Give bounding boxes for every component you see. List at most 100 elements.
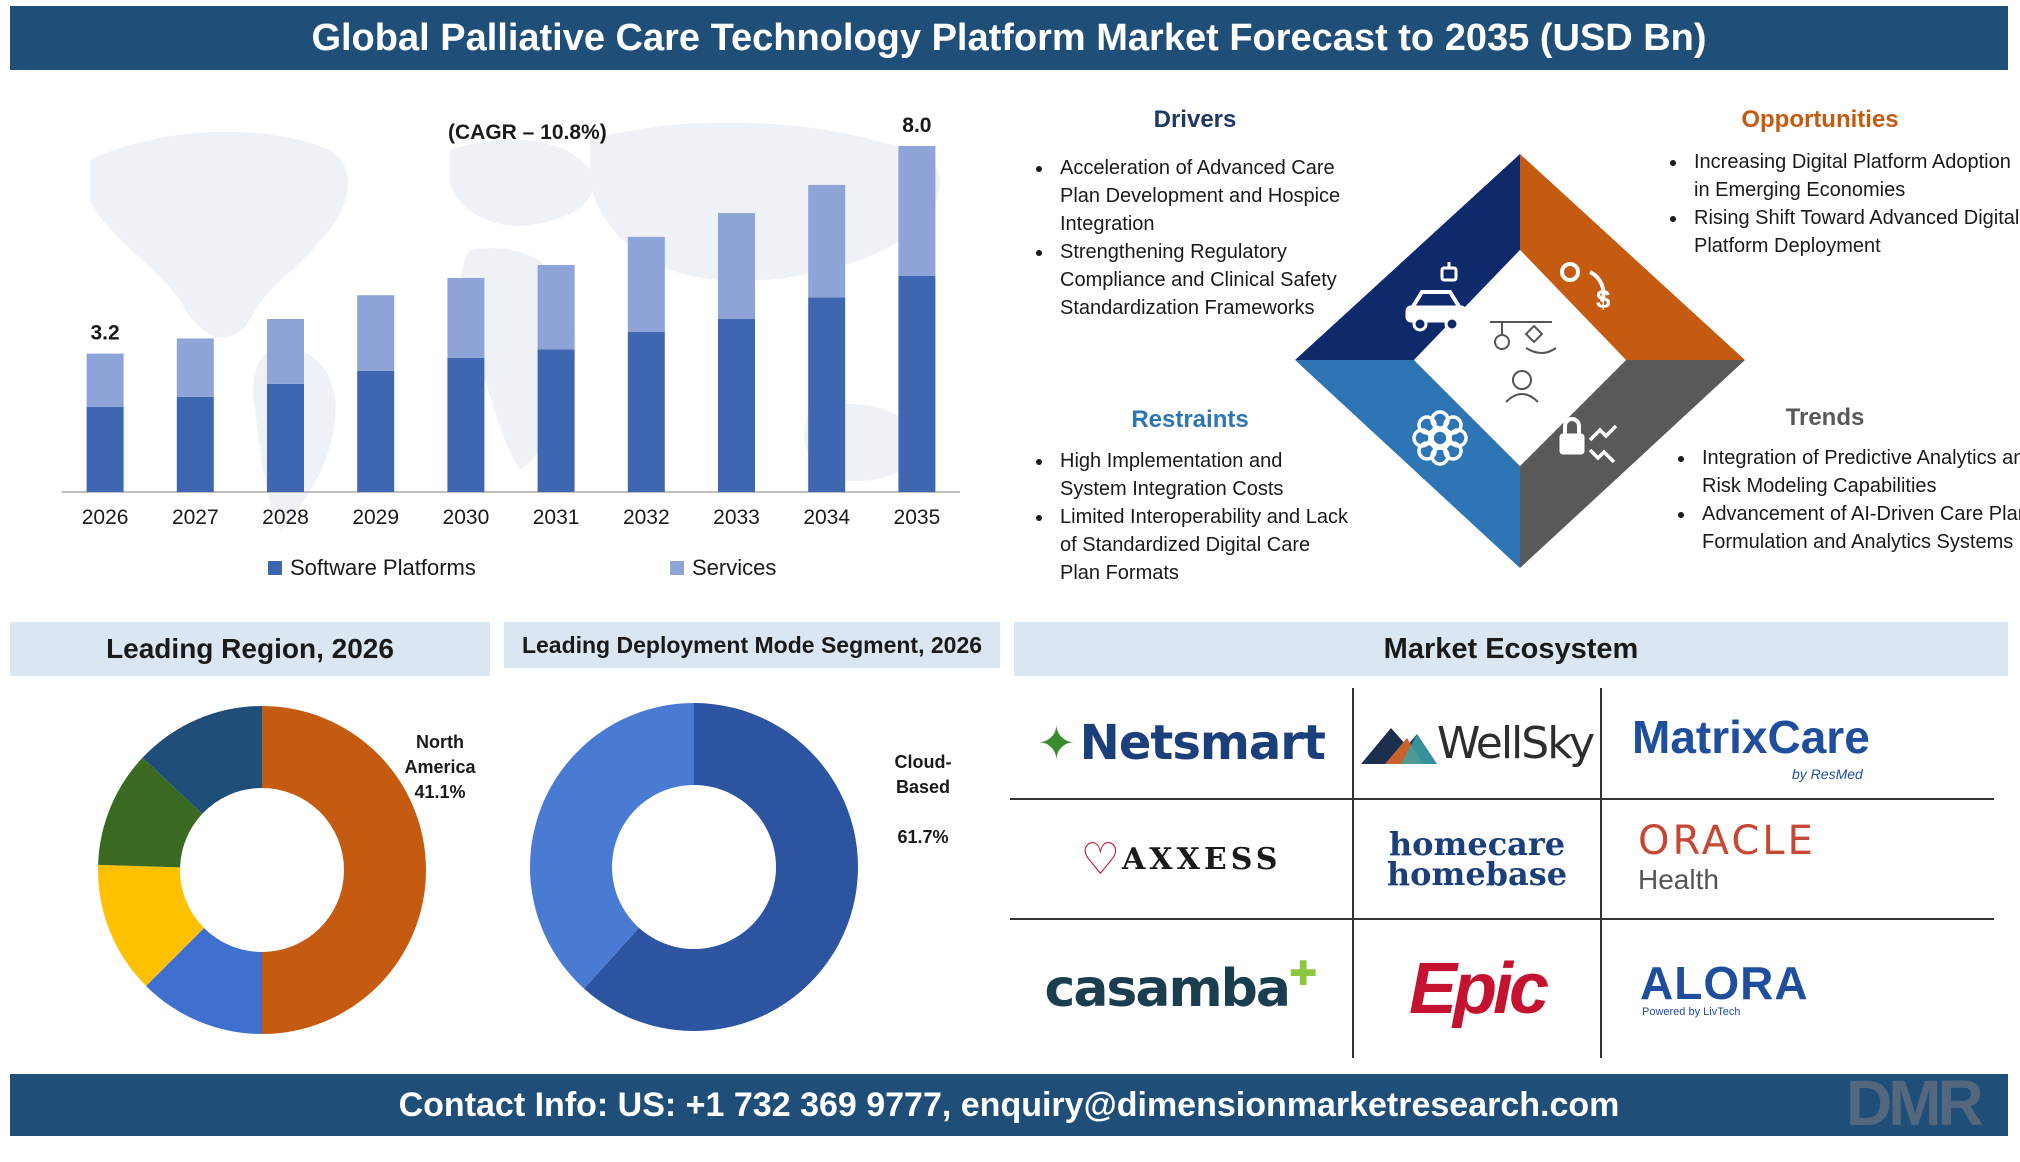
logo-netsmart-text: Netsmart [1079, 715, 1326, 771]
bar-chart-area: 2026 3.2 2027 2028 2029 2030 2031 2032 2033 2034 2… [30, 90, 990, 600]
logo-matrixcare: MatrixCare by ResMed [1602, 702, 1994, 798]
bar-software-platforms-2032 [627, 331, 665, 492]
logo-alora: ALORA Powered by LivTech [1602, 920, 1994, 1058]
region-callout: North America 41.1% [398, 730, 482, 805]
opportunities-list: Increasing Digital Platform Adoption in … [1660, 148, 2020, 260]
bar-software-platforms-2027 [176, 396, 214, 492]
svg-text:$: $ [1596, 284, 1611, 314]
trends-title: Trends [1785, 404, 1865, 431]
x-tick-label: 2032 [623, 506, 670, 529]
logo-axxess-text: AXXESS [1122, 841, 1282, 877]
drivers-list: Acceleration of Advanced Care Plan Devel… [1026, 154, 1354, 322]
logo-wellsky-text: WellSky [1436, 717, 1595, 769]
bar-software-platforms-2034 [808, 297, 846, 492]
bar-software-platforms-2026 [86, 406, 124, 492]
money-exchange-icon: $ [1554, 262, 1611, 324]
casamba-plus-icon: ✚ [1288, 955, 1318, 993]
donut-slice-2 [98, 864, 205, 986]
grid-line-h1 [1010, 798, 1994, 800]
title-text: Global Palliative Care Technology Platfo… [311, 16, 1707, 59]
donut-slice-1 [146, 927, 262, 1034]
leading-deployment-header: Leading Deployment Mode Segment, 2026 [504, 622, 1000, 668]
ecosystem-grid: ✦ Netsmart WellSky MatrixCare by ResMed … [1010, 688, 1994, 1058]
x-tick-label: 2031 [533, 506, 580, 529]
region-callout-name: North America [404, 732, 476, 777]
legend-swatch-services [670, 561, 684, 575]
donut-slice-cloud-based [584, 703, 858, 1031]
netsmart-icon: ✦ [1037, 717, 1076, 769]
logo-matrixcare-sub: by ResMed [1792, 766, 1863, 782]
opportunities-item: Rising Shift Toward Advanced Digital Pla… [1688, 204, 2020, 260]
gear-flower-icon [1412, 410, 1468, 466]
logo-casamba: casamba ✚ [1010, 920, 1352, 1058]
bar-services-2029 [357, 295, 395, 371]
bar-software-platforms-2035 [898, 275, 936, 492]
x-tick-label: 2026 [82, 506, 129, 529]
diamond-drivers-quadrant [1295, 154, 1520, 360]
bar-software-platforms-2033 [718, 319, 755, 492]
deployment-callout-name: Cloud- Based [894, 752, 952, 797]
opportunities-title: Opportunities [1741, 106, 1899, 133]
legend-label-services: Services [692, 555, 777, 580]
logo-oracle: ORACLE Health [1602, 800, 1994, 918]
ecosystem-title: Market Ecosystem [1383, 632, 1639, 665]
x-tick-label: 2034 [803, 506, 850, 529]
leading-region-title: Leading Region, 2026 [106, 633, 394, 664]
bar-software-platforms-2028 [267, 383, 304, 492]
trends-item: Integration of Predictive Analytics and … [1696, 444, 2020, 500]
restraints-item: Limited Interoperability and Lack of Sta… [1054, 503, 1354, 587]
opportunities-item: Increasing Digital Platform Adoption in … [1688, 148, 2020, 204]
x-tick-label: 2028 [262, 506, 309, 529]
logo-homecare-text: homecare homebase [1386, 825, 1568, 893]
leading-deployment-title: Leading Deployment Mode Segment, 2026 [521, 631, 983, 658]
logo-matrixcare-text: MatrixCare [1632, 711, 1870, 763]
logo-epic-text: Epic [1408, 949, 1549, 1029]
dmr-watermark-logo: DMR [1846, 1067, 1984, 1139]
data-label: 3.2 [90, 322, 119, 345]
contact-bar: Contact Info: US: +1 732 369 9777, enqui… [10, 1074, 2008, 1136]
bar-services-2035 [898, 146, 936, 276]
x-tick-label: 2029 [352, 506, 399, 529]
bar-services-2033 [718, 213, 755, 319]
legend-software: Software Platforms [268, 555, 476, 581]
donut-slice-3 [98, 757, 203, 868]
restraints-title: Restraints [1131, 406, 1249, 433]
diamond-opportunities-quadrant [1520, 154, 1745, 360]
ecosystem-header: Market Ecosystem [1014, 622, 2008, 676]
bar-services-2027 [176, 338, 214, 397]
logo-homecare: homecare homebase [1354, 800, 1600, 918]
donut-slice-1 [530, 703, 694, 989]
lab-person-icon [1490, 321, 1557, 403]
bar-services-2032 [627, 236, 665, 332]
bar-services-2028 [267, 319, 304, 384]
bar-software-platforms-2029 [357, 370, 395, 492]
trends-list: Integration of Predictive Analytics and … [1668, 444, 2020, 556]
logo-alora-text: ALORA [1640, 957, 1809, 1009]
wellsky-mountain-icon [1360, 728, 1437, 764]
deployment-donut-chart [530, 703, 858, 1031]
leading-region-header: Leading Region, 2026 [10, 622, 490, 676]
region-donut-chart [98, 706, 426, 1034]
bar-services-2031 [537, 264, 575, 350]
logo-oracle-text: ORACLE [1638, 818, 1816, 864]
bar-services-2030 [447, 277, 485, 358]
deployment-callout: Cloud- Based 61.7% [878, 725, 968, 875]
contact-text: Contact Info: US: +1 732 369 9777, enqui… [398, 1085, 1620, 1124]
legend-label-software: Software Platforms [290, 555, 476, 580]
cagr-annotation: (CAGR – 10.8%) [448, 121, 607, 144]
donut-slice-north-america [262, 706, 426, 1034]
diamond-center [1414, 250, 1626, 466]
deployment-callout-value: 61.7% [897, 827, 949, 847]
region-callout-value: 41.1% [414, 782, 466, 802]
restraints-item: High Implementation and System Integrati… [1054, 447, 1354, 503]
logo-casamba-text: casamba [1044, 959, 1291, 1019]
page-title: Global Palliative Care Technology Platfo… [10, 6, 2008, 70]
restraints-list: High Implementation and System Integrati… [1026, 447, 1354, 587]
dro-diamond: $ [1295, 154, 1745, 568]
trends-item: Advancement of AI-Driven Care Plan Formu… [1696, 500, 2020, 556]
drivers-title: Drivers [1153, 106, 1237, 133]
car-robot-icon [1405, 262, 1467, 332]
logo-oracle-sub: Health [1638, 864, 1719, 895]
x-tick-label: 2035 [894, 506, 941, 529]
drivers-item: Acceleration of Advanced Care Plan Devel… [1054, 154, 1354, 238]
